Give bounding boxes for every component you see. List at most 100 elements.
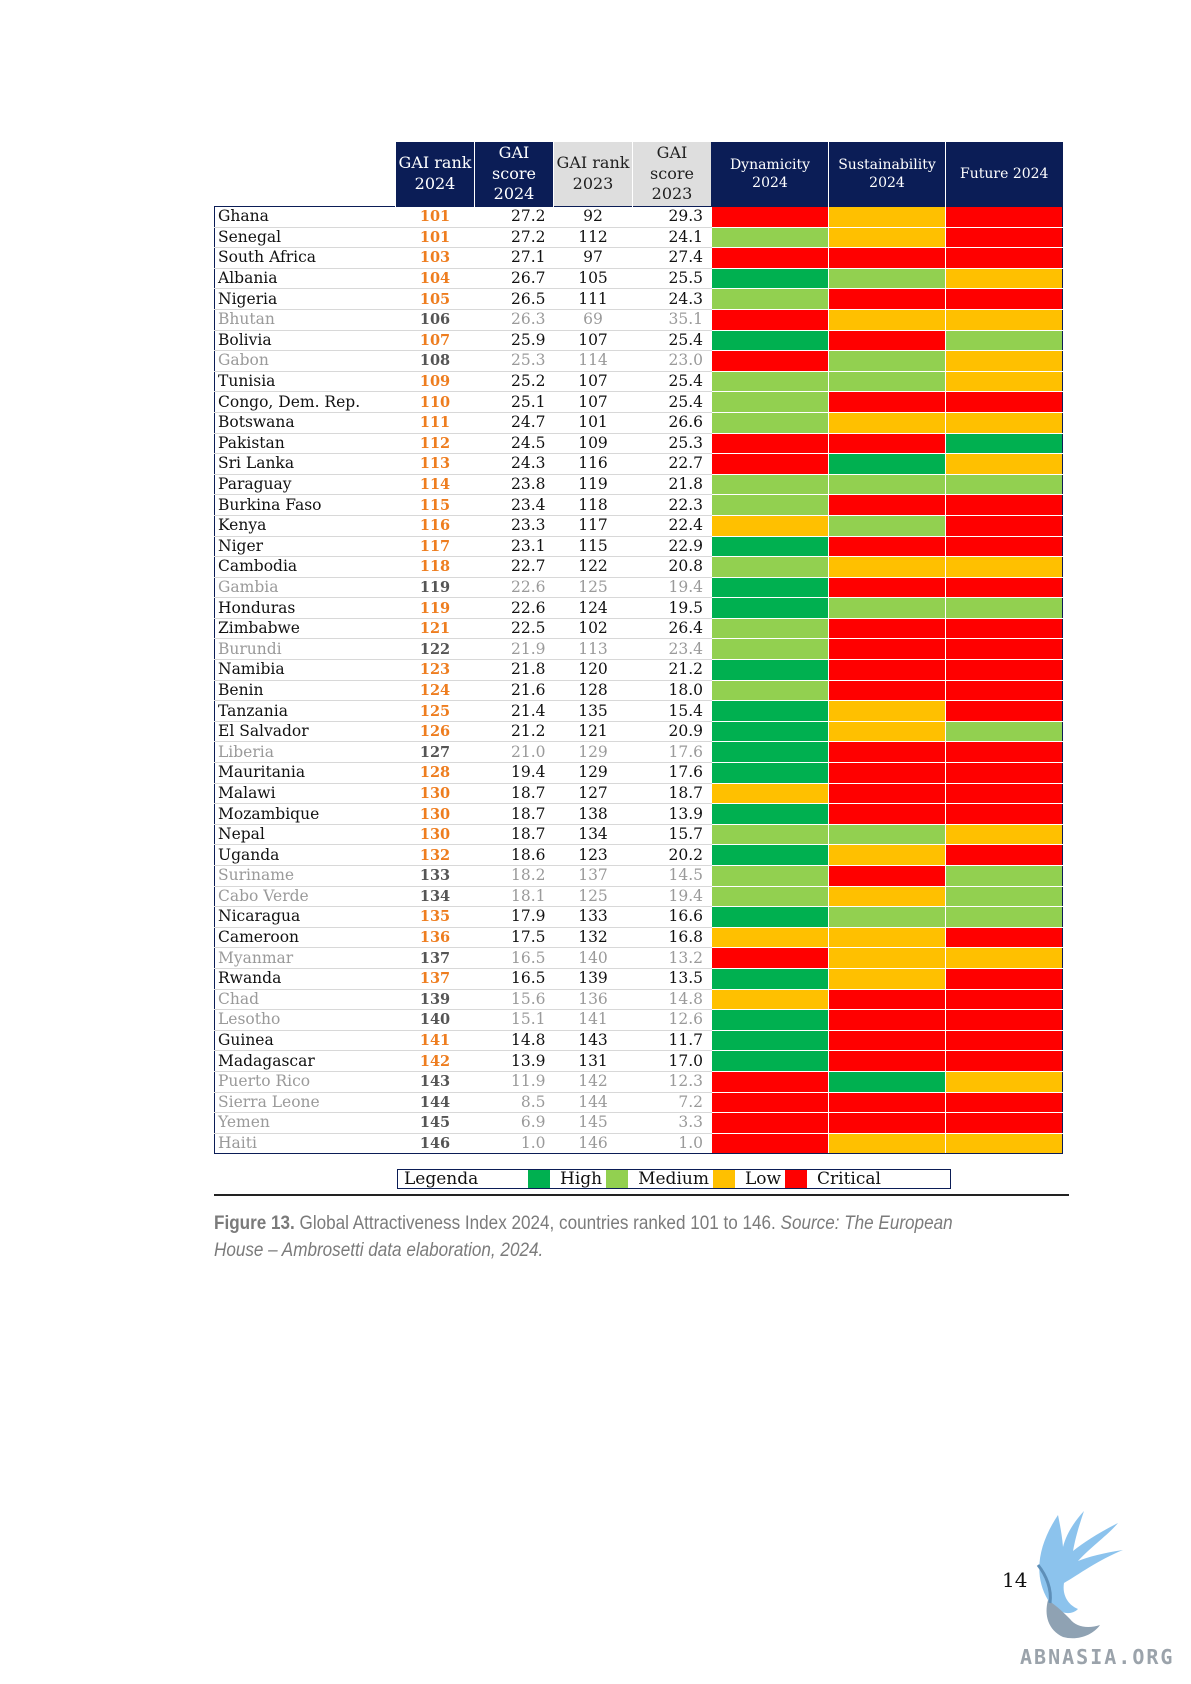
table-row: Tunisia 109 25.2 107 25.4 bbox=[214, 371, 1063, 393]
header-future-2024: Future 2024 bbox=[945, 142, 1063, 207]
score-2023-cell: 11.7 bbox=[632, 1030, 712, 1052]
rank-2024-cell: 126 bbox=[395, 721, 475, 743]
country-cell: Mozambique bbox=[214, 803, 396, 825]
score-2023-cell: 24.1 bbox=[632, 227, 712, 249]
score-2023-cell: 22.3 bbox=[632, 494, 712, 516]
dynamicity-indicator-cell bbox=[711, 412, 829, 434]
figure-caption: Figure 13. Global Attractiveness Index 2… bbox=[214, 1210, 988, 1264]
legend-label-medium: Medium bbox=[638, 1169, 709, 1189]
sustainability-indicator-cell bbox=[828, 947, 946, 969]
score-2024-cell: 27.1 bbox=[474, 247, 554, 269]
rank-2023-cell: 140 bbox=[553, 947, 633, 969]
dynamicity-indicator-cell bbox=[711, 494, 829, 516]
score-2023-cell: 26.6 bbox=[632, 412, 712, 434]
score-2023-cell: 23.0 bbox=[632, 350, 712, 372]
sustainability-indicator-cell bbox=[828, 906, 946, 928]
dynamicity-indicator-cell bbox=[711, 206, 829, 228]
header-dynamicity-2024: Dynamicity 2024 bbox=[711, 142, 829, 207]
rank-2023-cell: 144 bbox=[553, 1092, 633, 1114]
country-cell: Lesotho bbox=[214, 1009, 396, 1031]
rank-2024-cell: 137 bbox=[395, 968, 475, 990]
rank-2023-cell: 139 bbox=[553, 968, 633, 990]
table-row: Bolivia 107 25.9 107 25.4 bbox=[214, 330, 1063, 352]
legend-swatch-low bbox=[712, 1170, 735, 1188]
future-indicator-cell bbox=[945, 330, 1063, 352]
rank-2024-cell: 127 bbox=[395, 741, 475, 764]
score-2024-cell: 13.9 bbox=[474, 1050, 554, 1072]
country-cell: Albania bbox=[214, 268, 396, 290]
rank-2023-cell: 128 bbox=[553, 680, 633, 702]
score-2023-cell: 23.4 bbox=[632, 638, 712, 661]
score-2023-cell: 3.3 bbox=[632, 1112, 712, 1134]
future-indicator-cell bbox=[945, 1092, 1063, 1114]
table-row: Yemen 145 6.9 145 3.3 bbox=[214, 1112, 1063, 1134]
score-2024-cell: 16.5 bbox=[474, 947, 554, 969]
score-2024-cell: 24.7 bbox=[474, 412, 554, 434]
rank-2023-cell: 119 bbox=[553, 474, 633, 496]
rank-2024-cell: 130 bbox=[395, 824, 475, 846]
dynamicity-indicator-cell bbox=[711, 288, 829, 310]
table-row: Liberia 127 21.0 129 17.6 bbox=[214, 741, 1063, 764]
rank-2024-cell: 101 bbox=[395, 206, 475, 228]
score-2023-cell: 17.6 bbox=[632, 741, 712, 764]
country-cell: Bolivia bbox=[214, 330, 396, 352]
future-indicator-cell bbox=[945, 680, 1063, 702]
rank-2023-cell: 92 bbox=[553, 206, 633, 228]
dynamicity-indicator-cell bbox=[711, 1050, 829, 1072]
future-indicator-cell bbox=[945, 1030, 1063, 1052]
future-indicator-cell bbox=[945, 927, 1063, 949]
rank-2024-cell: 128 bbox=[395, 762, 475, 784]
table-row: Madagascar 142 13.9 131 17.0 bbox=[214, 1050, 1063, 1072]
rank-2023-cell: 121 bbox=[553, 721, 633, 743]
country-cell: Kenya bbox=[214, 515, 396, 537]
future-indicator-cell bbox=[945, 700, 1063, 722]
table-row: Ghana 101 27.2 92 29.3 bbox=[214, 206, 1063, 228]
country-cell: Senegal bbox=[214, 227, 396, 249]
sustainability-indicator-cell bbox=[828, 1030, 946, 1052]
table-row: Mozambique 130 18.7 138 13.9 bbox=[214, 803, 1063, 825]
divider bbox=[214, 1194, 1069, 1196]
dynamicity-indicator-cell bbox=[711, 700, 829, 722]
score-2024-cell: 26.3 bbox=[474, 309, 554, 331]
dynamicity-indicator-cell bbox=[711, 1092, 829, 1114]
future-indicator-cell bbox=[945, 989, 1063, 1011]
dynamicity-indicator-cell bbox=[711, 433, 829, 455]
rank-2023-cell: 107 bbox=[553, 330, 633, 352]
rank-2024-cell: 139 bbox=[395, 989, 475, 1011]
score-2023-cell: 19.4 bbox=[632, 886, 712, 908]
future-indicator-cell bbox=[945, 556, 1063, 578]
future-indicator-cell bbox=[945, 762, 1063, 784]
score-2024-cell: 21.0 bbox=[474, 741, 554, 764]
table-row: Uganda 132 18.6 123 20.2 bbox=[214, 844, 1063, 866]
rank-2024-cell: 135 bbox=[395, 906, 475, 928]
rank-2023-cell: 131 bbox=[553, 1050, 633, 1072]
score-2024-cell: 22.6 bbox=[474, 597, 554, 619]
table-row: Cameroon 136 17.5 132 16.8 bbox=[214, 927, 1063, 949]
legend-label-critical: Critical bbox=[817, 1169, 881, 1189]
dynamicity-indicator-cell bbox=[711, 309, 829, 331]
score-2024-cell: 23.3 bbox=[474, 515, 554, 537]
header-gai-rank-2023: GAI rank 2023 bbox=[553, 142, 633, 207]
table-row: Nicaragua 135 17.9 133 16.6 bbox=[214, 906, 1063, 928]
sustainability-indicator-cell bbox=[828, 330, 946, 352]
legend: Legenda High Medium Low Critical bbox=[397, 1169, 951, 1189]
table-row: Congo, Dem. Rep. 110 25.1 107 25.4 bbox=[214, 391, 1063, 413]
score-2023-cell: 7.2 bbox=[632, 1092, 712, 1114]
dynamicity-indicator-cell bbox=[711, 391, 829, 413]
score-2023-cell: 25.5 bbox=[632, 268, 712, 290]
dynamicity-indicator-cell bbox=[711, 783, 829, 805]
sustainability-indicator-cell bbox=[828, 412, 946, 434]
rank-2024-cell: 104 bbox=[395, 268, 475, 290]
rank-2024-cell: 113 bbox=[395, 453, 475, 475]
griffin-logo-icon bbox=[1036, 1511, 1123, 1639]
score-2024-cell: 27.2 bbox=[474, 206, 554, 228]
rank-2024-cell: 121 bbox=[395, 618, 475, 640]
table-header-row: GAI rank 2024 GAI score 2024 GAI rank 20… bbox=[214, 142, 1063, 207]
sustainability-indicator-cell bbox=[828, 638, 946, 661]
sustainability-indicator-cell bbox=[828, 206, 946, 228]
score-2024-cell: 15.1 bbox=[474, 1009, 554, 1031]
rank-2023-cell: 138 bbox=[553, 803, 633, 825]
rank-2023-cell: 101 bbox=[553, 412, 633, 434]
rank-2024-cell: 137 bbox=[395, 947, 475, 969]
sustainability-indicator-cell bbox=[828, 680, 946, 702]
